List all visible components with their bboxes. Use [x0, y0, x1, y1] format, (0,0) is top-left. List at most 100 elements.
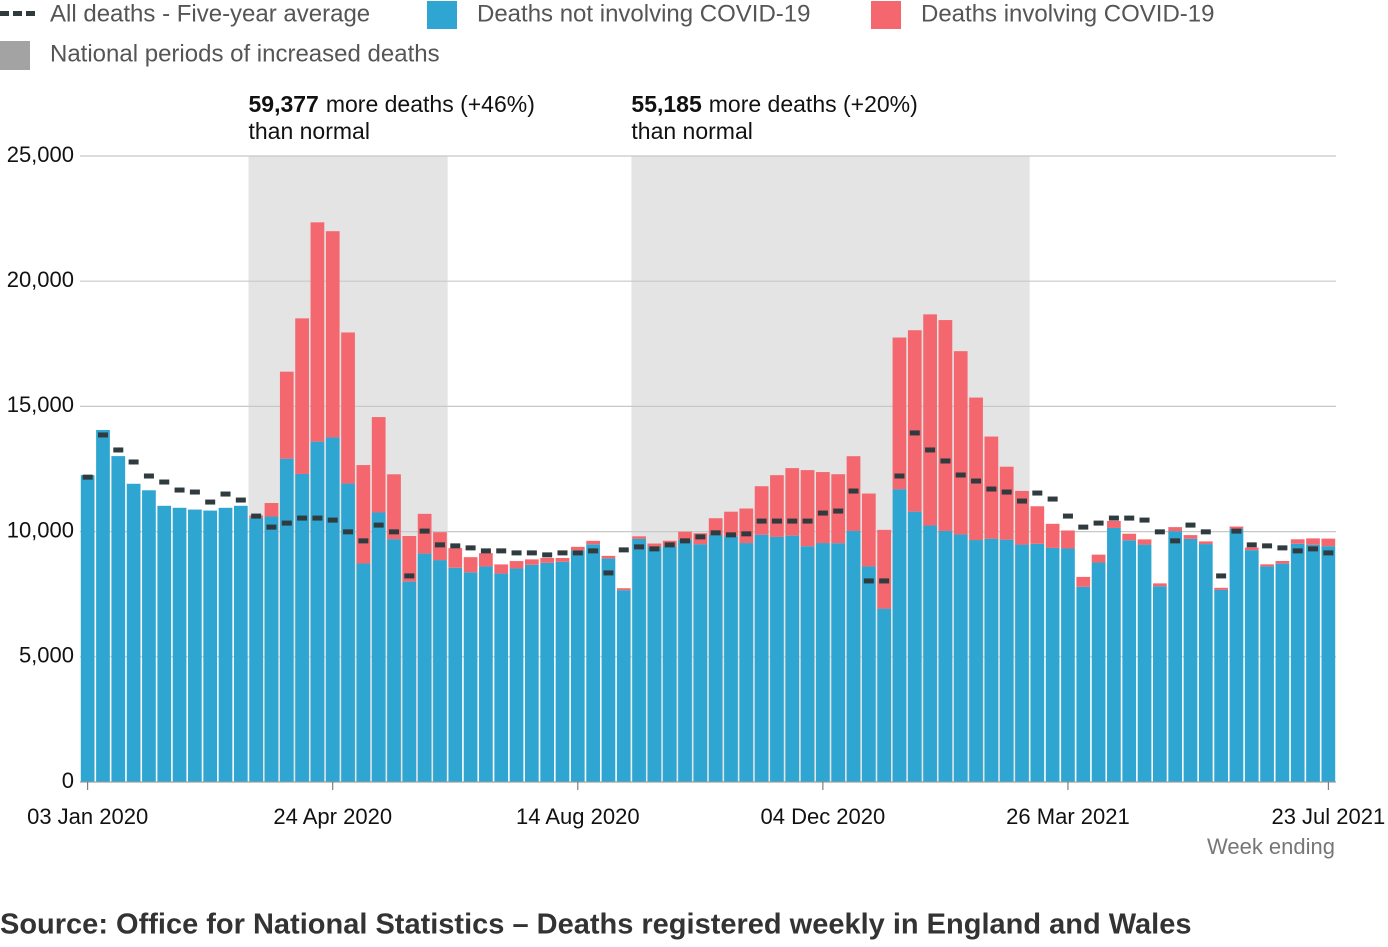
bar [770, 536, 784, 782]
bar [800, 470, 815, 547]
bar [861, 566, 876, 782]
average-dash [1139, 517, 1150, 523]
average-dash [879, 578, 890, 584]
bar [188, 509, 202, 782]
bar [1275, 560, 1290, 564]
bar [647, 543, 662, 548]
bar [816, 543, 830, 782]
bar [310, 222, 325, 442]
average-dash [771, 518, 782, 524]
bar [1306, 544, 1320, 782]
bar [356, 465, 371, 564]
bar [402, 536, 417, 582]
bar [142, 490, 156, 782]
bar [1015, 544, 1029, 782]
annotation: than normal [631, 118, 752, 144]
bar [877, 529, 892, 609]
average-dash [189, 489, 200, 495]
average-dash [725, 532, 736, 538]
average-dash [327, 517, 338, 523]
bar [785, 535, 800, 782]
average-dash [404, 573, 415, 579]
average-dash [557, 550, 568, 556]
y-tick-label: 10,000 [7, 517, 74, 542]
x-tick-label: 23 Jul 2021 [1271, 804, 1385, 829]
bar [157, 505, 172, 782]
average-dash [634, 544, 645, 550]
bar [1015, 490, 1029, 545]
average-dash [266, 524, 277, 530]
annotation: 55,185 more deaths (+20%) [631, 91, 917, 117]
bar [724, 536, 738, 782]
average-dash [863, 578, 874, 584]
bar [800, 546, 815, 782]
average-dash [82, 474, 93, 480]
average-dash [496, 548, 507, 554]
annotation-text: more deaths (+20%) [709, 91, 918, 117]
annotation: 59,377 more deaths (+46%) [248, 91, 534, 117]
average-dash [680, 538, 691, 544]
bar [433, 560, 447, 782]
bar [1107, 520, 1121, 528]
bar [953, 534, 968, 782]
bar [1030, 543, 1045, 782]
y-tick-label: 5,000 [19, 643, 74, 668]
average-dash [909, 430, 920, 436]
bar [632, 538, 646, 782]
bar [892, 337, 907, 490]
bar [785, 468, 800, 536]
average-dash [235, 497, 246, 503]
average-dash [465, 545, 476, 551]
average-dash [174, 487, 185, 493]
average-dash [802, 518, 813, 524]
bar [754, 534, 769, 782]
bar [570, 546, 585, 551]
bar [861, 493, 876, 567]
average-dash [312, 515, 323, 521]
bar [754, 486, 769, 535]
average-dash [389, 529, 399, 535]
bar [218, 507, 233, 782]
bar [1091, 562, 1106, 782]
bar [1229, 528, 1244, 782]
x-tick-label: 14 Aug 2020 [516, 804, 640, 829]
bar [1091, 554, 1106, 563]
average-dash [343, 529, 354, 535]
bar [1321, 538, 1336, 547]
y-tick-label: 25,000 [7, 142, 74, 167]
bar [1198, 544, 1213, 782]
bar [96, 429, 110, 782]
bar [417, 553, 432, 782]
bar [1321, 546, 1336, 782]
bar [907, 511, 922, 782]
bar [463, 572, 478, 782]
x-tick-label: 03 Jan 2020 [27, 804, 148, 829]
bar [923, 314, 937, 526]
bar [969, 397, 983, 541]
bar [999, 466, 1014, 540]
bar [632, 536, 646, 539]
bar [325, 231, 340, 438]
average-dash [925, 447, 936, 453]
average-dash [1185, 522, 1196, 528]
bar [708, 535, 723, 782]
average-dash [1108, 515, 1119, 521]
bar [111, 456, 126, 782]
bar [1061, 530, 1075, 549]
bar [969, 540, 983, 782]
average-dash [373, 522, 384, 528]
average-dash [281, 520, 292, 526]
average-dash [787, 518, 798, 524]
bar [387, 474, 401, 540]
average-dash [710, 530, 721, 536]
bar [724, 511, 738, 537]
bar [770, 475, 784, 537]
bar [494, 564, 509, 574]
average-dash [833, 508, 844, 514]
bar [1183, 538, 1198, 782]
average-dash [434, 542, 445, 548]
x-tick-label: 24 Apr 2020 [273, 804, 392, 829]
average-dash [128, 459, 139, 465]
average-dash [1124, 515, 1135, 521]
bar [494, 573, 509, 782]
